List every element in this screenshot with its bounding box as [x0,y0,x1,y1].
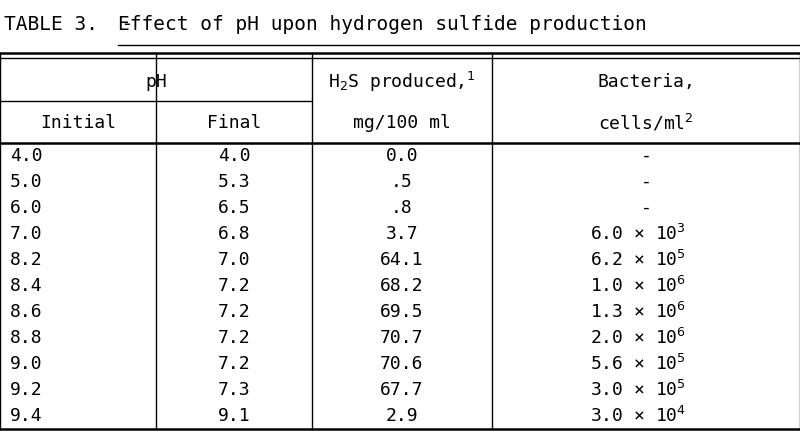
Text: .5: .5 [391,173,413,191]
Text: 6.0: 6.0 [10,199,42,217]
Text: 2.9: 2.9 [386,407,418,425]
Text: 7.3: 7.3 [218,381,250,399]
Text: 3.0 × 10$^{5}$: 3.0 × 10$^{5}$ [590,380,686,400]
Text: pH: pH [145,73,167,91]
Text: -: - [641,147,651,165]
Text: 8.6: 8.6 [10,303,42,321]
Text: 2.0 × 10$^{6}$: 2.0 × 10$^{6}$ [590,328,686,348]
Text: 64.1: 64.1 [380,251,424,269]
Text: 0.0: 0.0 [386,147,418,165]
Text: 4.0: 4.0 [218,147,250,165]
Text: Initial: Initial [40,113,116,132]
Text: 5.6 × 10$^{5}$: 5.6 × 10$^{5}$ [590,354,686,374]
Text: 6.5: 6.5 [218,199,250,217]
Text: Effect of pH upon hydrogen sulfide production: Effect of pH upon hydrogen sulfide produ… [118,15,647,34]
Text: 1.0 × 10$^{6}$: 1.0 × 10$^{6}$ [590,276,686,296]
Text: 8.8: 8.8 [10,329,42,347]
Text: 6.2 × 10$^{5}$: 6.2 × 10$^{5}$ [590,250,686,270]
Text: 9.1: 9.1 [218,407,250,425]
Text: 3.0 × 10$^{4}$: 3.0 × 10$^{4}$ [590,406,686,426]
Text: 9.2: 9.2 [10,381,42,399]
Text: 67.7: 67.7 [380,381,424,399]
Text: 1.3 × 10$^{6}$: 1.3 × 10$^{6}$ [590,302,686,322]
Text: -: - [641,173,651,191]
Text: 6.0 × 10$^{3}$: 6.0 × 10$^{3}$ [590,224,686,244]
Text: Final: Final [207,113,261,132]
Text: 69.5: 69.5 [380,303,424,321]
Text: 7.2: 7.2 [218,277,250,295]
Text: 9.0: 9.0 [10,355,42,373]
Text: cells/ml$^2$: cells/ml$^2$ [598,112,694,133]
Text: TABLE 3.  -: TABLE 3. - [4,15,157,34]
Text: -: - [641,199,651,217]
Text: 7.2: 7.2 [218,329,250,347]
Text: 68.2: 68.2 [380,277,424,295]
Text: 7.0: 7.0 [10,225,42,243]
Text: 5.0: 5.0 [10,173,42,191]
Text: 7.2: 7.2 [218,303,250,321]
Text: 3.7: 3.7 [386,225,418,243]
Text: 4.0: 4.0 [10,147,42,165]
Text: 8.2: 8.2 [10,251,42,269]
Text: 70.7: 70.7 [380,329,424,347]
Text: Bacteria,: Bacteria, [597,73,695,91]
Text: 8.4: 8.4 [10,277,42,295]
Text: .8: .8 [391,199,413,217]
Text: 7.2: 7.2 [218,355,250,373]
Text: mg/100 ml: mg/100 ml [353,113,451,132]
Text: 6.8: 6.8 [218,225,250,243]
Text: 7.0: 7.0 [218,251,250,269]
Text: 5.3: 5.3 [218,173,250,191]
Text: 9.4: 9.4 [10,407,42,425]
Text: H$_2$S produced,$^1$: H$_2$S produced,$^1$ [328,70,476,94]
Text: 70.6: 70.6 [380,355,424,373]
